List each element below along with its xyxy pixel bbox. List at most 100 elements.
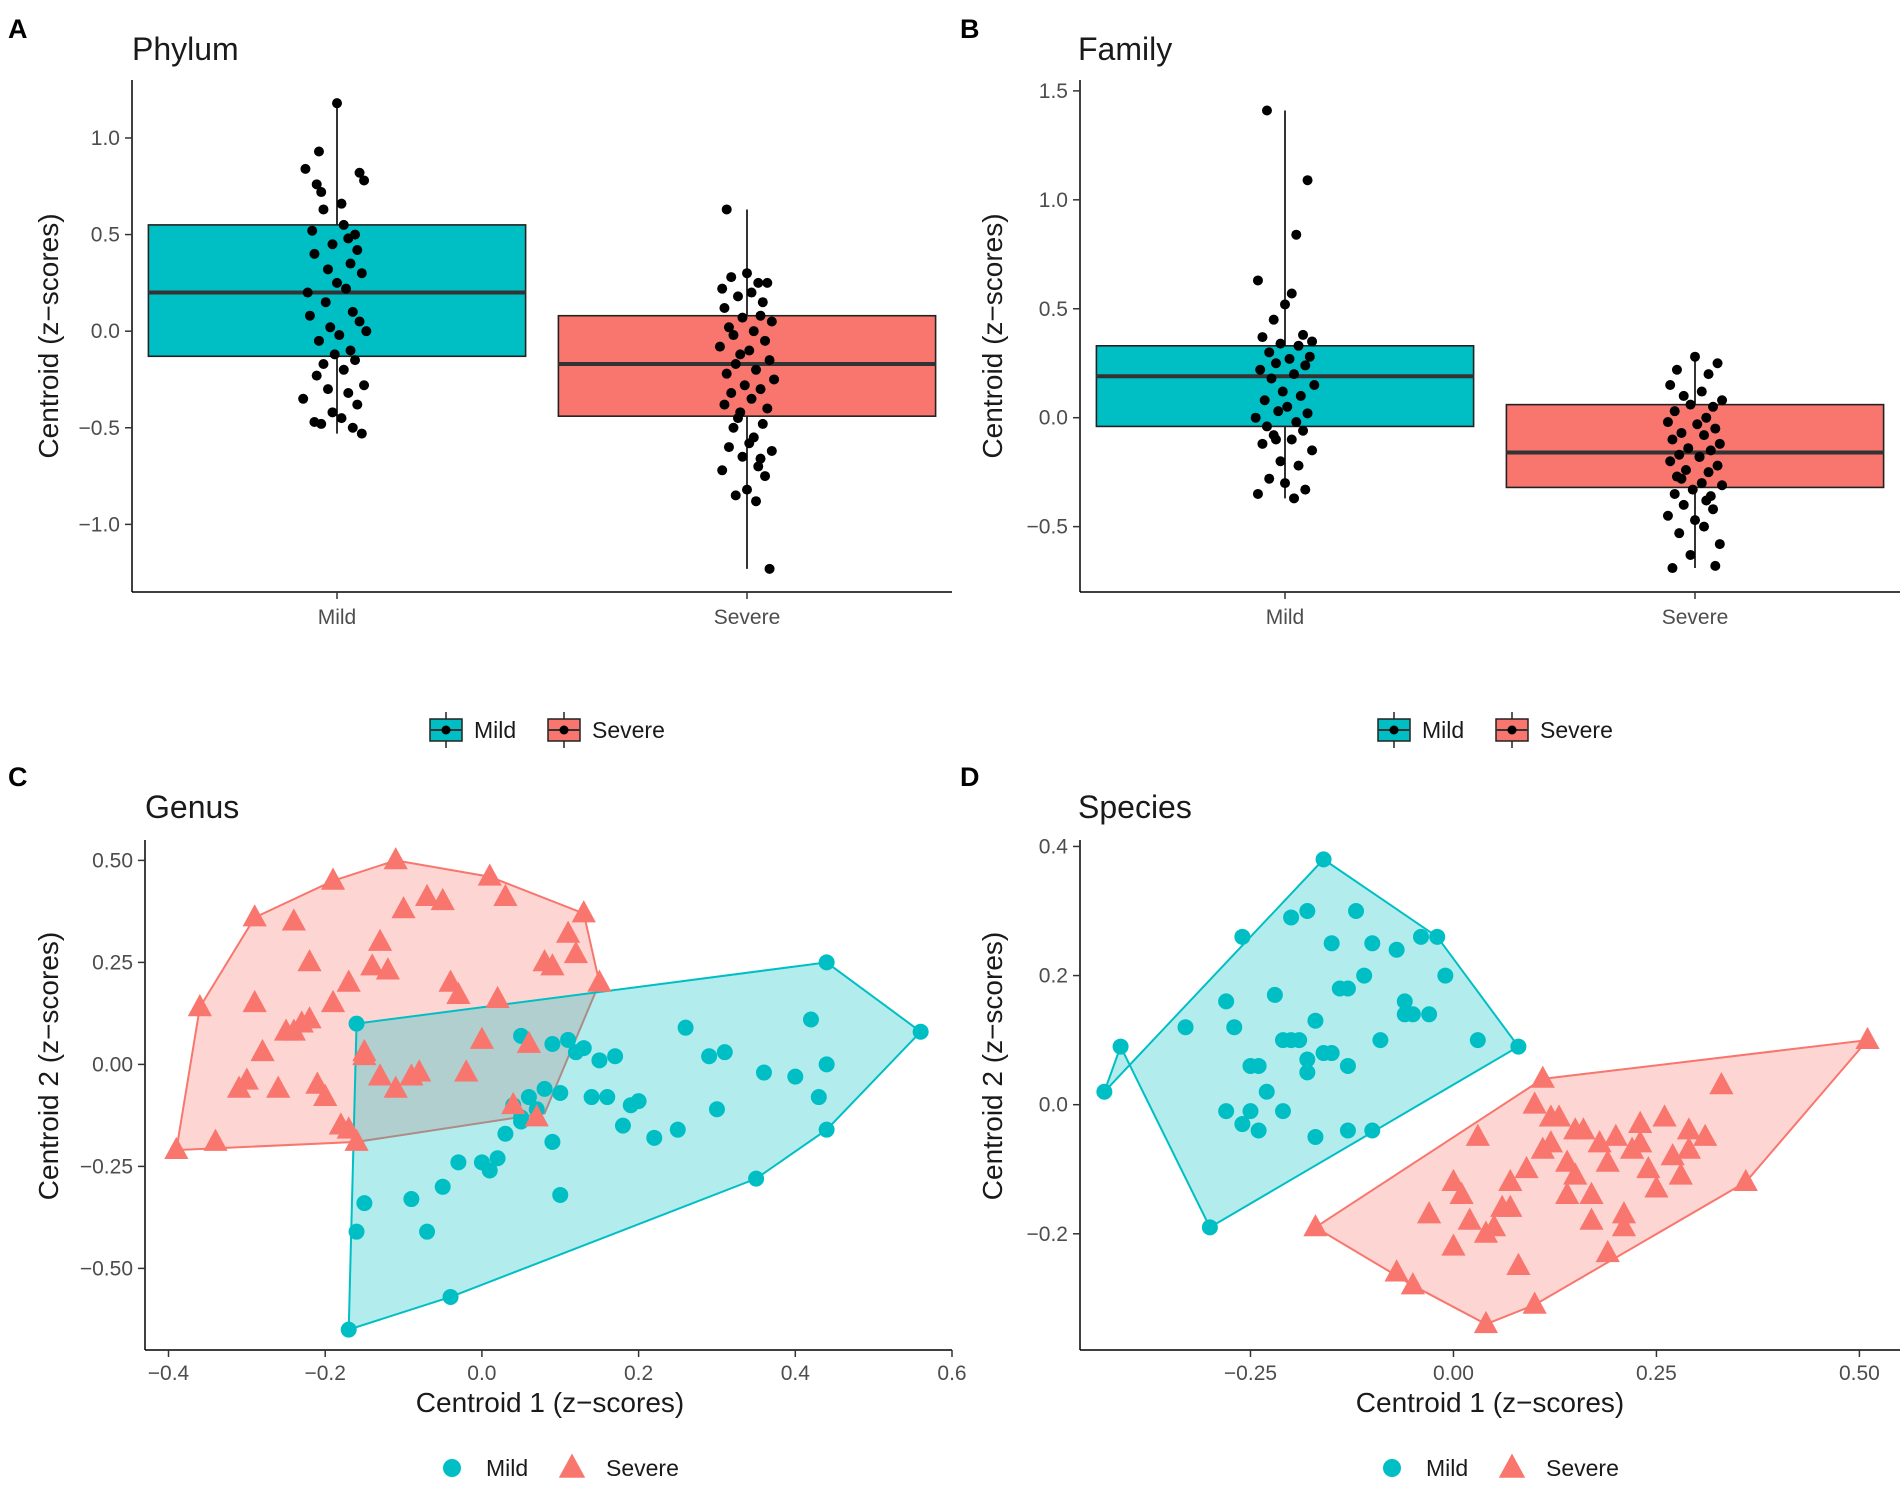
panel-d-y-tick-label: 0.4 [1039, 835, 1069, 858]
panel-c-legend-key-mild [443, 1459, 461, 1477]
panel-d-point-mild [1323, 935, 1340, 952]
panel-c-point-severe [524, 1104, 549, 1127]
panel-a-point-severe [728, 422, 739, 433]
panel-a-point-mild [356, 428, 367, 439]
panel-b-point-severe [1710, 423, 1721, 434]
panel-d-point-severe [1384, 1259, 1409, 1282]
panel-a-x-tick-label: Mild [318, 606, 357, 629]
panel-a-point-severe [766, 316, 777, 327]
panel-b-point-severe [1685, 549, 1696, 560]
panel-a-point-mild [329, 349, 340, 360]
panel-d-legend: Mild Severe [1383, 1453, 1619, 1481]
panel-b-point-severe [1696, 386, 1707, 397]
panel-a-point-mild [345, 345, 356, 356]
panel-d-point-severe [1709, 1072, 1734, 1095]
panel-a-point-severe [748, 326, 759, 337]
panel-b-point-mild [1302, 408, 1313, 419]
panel-d-point-mild [1396, 1006, 1413, 1023]
panel-a-x-tick-label: Severe [714, 606, 781, 629]
panel-b-point-mild [1257, 438, 1268, 449]
panel-a-legend: Mild Severe [429, 712, 665, 748]
panel-a-point-mild [359, 175, 370, 186]
panel-b-point-mild [1304, 351, 1315, 362]
panel-b-title: Family [1078, 31, 1172, 67]
panel-a-point-severe [723, 442, 734, 453]
panel-d-point-severe [1400, 1272, 1425, 1295]
panel-a-point-severe [719, 302, 730, 313]
panel-b-point-severe [1665, 380, 1676, 391]
panel-d-point-mild [1283, 1032, 1300, 1049]
panel-b-point-severe [1690, 515, 1700, 526]
panel-d-point-mild [1372, 1032, 1389, 1049]
panel-b-point-severe [1692, 419, 1703, 430]
panel-d-point-mild [1242, 1057, 1259, 1074]
panel-d-point-severe [1303, 1214, 1328, 1237]
panel-b-point-severe [1703, 467, 1714, 478]
panel-b-point-mild [1300, 360, 1311, 371]
panel-c-point-severe [320, 867, 346, 890]
panel-c-y-tick-label: 0.25 [92, 951, 133, 974]
panel-a-point-severe [726, 387, 737, 398]
panel-c-point-severe [414, 883, 440, 907]
panel-b-point-mild [1280, 299, 1290, 310]
panel-a-y-tick-label: 0.5 [91, 224, 120, 247]
panel-c-point-mild [520, 1089, 537, 1106]
panel-b-point-mild [1275, 456, 1286, 467]
panel-c-point-severe [297, 1006, 322, 1029]
panel-c-point-mild [646, 1129, 663, 1146]
panel-b-legend: Mild Severe [1377, 712, 1613, 748]
panel-b-point-severe [1671, 364, 1682, 375]
panel-b-point-severe [1676, 473, 1687, 484]
panel-a-point-mild [300, 163, 311, 174]
panel-b-point-severe [1665, 456, 1676, 467]
panel-a-point-mild [327, 407, 338, 418]
panel-c-point-severe [391, 896, 416, 919]
panel-c-point-mild [677, 1019, 694, 1036]
panel-a-point-mild [336, 413, 347, 424]
panel-c-point-mild [818, 954, 835, 971]
panel-c-point-severe [367, 928, 393, 951]
panel-c-point-mild [489, 1150, 506, 1167]
panel-b-point-mild [1268, 314, 1279, 325]
panel-d-point-severe [1522, 1291, 1547, 1314]
panel-d-point-mild [1364, 1122, 1381, 1139]
panel-a-point-severe [762, 403, 773, 414]
panel-a-point-mild [347, 306, 358, 317]
panel-b-point-mild [1289, 493, 1300, 504]
panel-d-point-severe [1579, 1207, 1604, 1230]
panel-d-point-mild [1421, 1006, 1438, 1023]
panel-a-y-tick-label: 1.0 [91, 127, 120, 150]
panel-b-x-tick-label: Mild [1266, 606, 1305, 629]
panel-c-point-mild [356, 1195, 373, 1212]
panel-c-point-mild [748, 1170, 765, 1187]
panel-b-point-severe [1717, 480, 1728, 491]
panel-d-point-mild [1348, 903, 1365, 920]
panel-d-point-severe [1563, 1162, 1588, 1185]
panel-b-legend-key-point [1389, 725, 1399, 735]
panel-d-point-severe [1652, 1104, 1677, 1127]
panel-b-legend-key-point [1507, 725, 1517, 735]
panel-a-point-severe [760, 335, 771, 346]
panel-a-point-severe [746, 393, 757, 404]
panel-c-point-severe [375, 957, 400, 980]
panel-d-point-mild [1323, 1045, 1340, 1062]
panel-b-point-mild [1307, 445, 1318, 456]
panel-b-point-mild [1295, 390, 1306, 401]
panel-c-point-severe [344, 1128, 369, 1151]
panel-a-point-severe [757, 297, 768, 308]
panel-b-plot: 1.5 1.0 0.5 0.0 −0.5 Mild Severe [1027, 80, 1900, 629]
panel-c-point-severe [281, 1018, 306, 1041]
panel-c-point-mild [536, 1080, 553, 1097]
panel-d-point-mild [1177, 1019, 1194, 1036]
panel-a-point-mild [341, 283, 352, 294]
panel-d-point-severe [1628, 1130, 1653, 1153]
panel-c-y-tick-label: −0.25 [80, 1155, 133, 1178]
panel-c-point-severe [242, 904, 267, 927]
panel-c-point-severe [313, 1083, 338, 1106]
panel-d-legend-key-mild [1383, 1459, 1401, 1477]
panel-c-x-tick-label: 0.0 [467, 1362, 496, 1385]
panel-a-point-mild [322, 384, 333, 395]
panel-d-point-severe [1611, 1214, 1637, 1237]
panel-c-hull-mild [347, 961, 923, 1331]
panel-c-point-mild [802, 1011, 819, 1028]
